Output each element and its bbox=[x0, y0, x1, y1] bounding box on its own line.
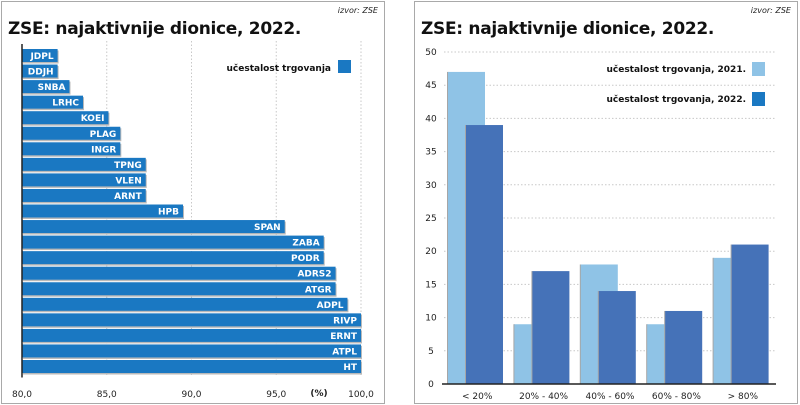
legend-swatch bbox=[338, 60, 351, 73]
bar-snba bbox=[22, 80, 70, 94]
bar-ddjh bbox=[22, 64, 58, 78]
x-axis-unit-label: (%) bbox=[310, 389, 327, 399]
x-tick-label: > 80% bbox=[728, 392, 759, 402]
bar-2022-cat-3 bbox=[665, 310, 703, 384]
x-tick-label: 60% - 80% bbox=[652, 392, 701, 402]
bar-podr bbox=[22, 251, 324, 265]
bar-ingr bbox=[22, 142, 121, 156]
right-column-chart: 0 5 10 15 20 25 30 35 40 45 50 < 20% 20% - 40% 40% - … bbox=[425, 48, 776, 402]
x-tick-label: < 20% bbox=[462, 392, 493, 402]
right-chart-source: izvor: ZSE bbox=[750, 6, 791, 15]
bar-vlen bbox=[22, 173, 146, 187]
bar-arnt bbox=[22, 188, 146, 202]
bar-label-snba: SNBA bbox=[38, 83, 66, 93]
bar-shadow bbox=[664, 310, 666, 384]
bar-shadow bbox=[730, 244, 733, 384]
bar-shadow bbox=[447, 71, 449, 385]
bar-zaba bbox=[22, 235, 324, 249]
bar-label-zaba: ZABA bbox=[292, 239, 319, 249]
bar-shadow bbox=[579, 264, 582, 384]
bar-label-ht: HT bbox=[343, 363, 358, 373]
bar-label-plag: PLAG bbox=[90, 130, 117, 140]
bar-label-ddjh: DDJH bbox=[28, 68, 54, 78]
left-chart-source: izvor: ZSE bbox=[337, 6, 378, 15]
bar-shadow bbox=[646, 324, 648, 384]
bar-label-hpb: HPB bbox=[158, 208, 179, 218]
left-chart-title: ZSE: najaktivnije dionice, 2022. bbox=[8, 19, 302, 39]
bar-label-atgr: ATGR bbox=[305, 285, 332, 295]
bar-2022-cat-1 bbox=[532, 271, 570, 384]
bar-label-atpl: ATPL bbox=[332, 347, 357, 357]
bar-label-podr: PODR bbox=[291, 254, 320, 264]
y-tick-label: 45 bbox=[425, 81, 436, 91]
bar-plag bbox=[22, 126, 121, 140]
bar-lrhc bbox=[22, 95, 84, 109]
legend-label: učestalost trgovanja, 2022. bbox=[606, 94, 746, 105]
bar-atgr bbox=[22, 282, 336, 296]
y-tick-label: 5 bbox=[428, 347, 434, 357]
x-tick-label: 80,0 bbox=[12, 390, 32, 400]
bar-label-adrs2: ADRS2 bbox=[297, 270, 331, 280]
x-tick-label: 85,0 bbox=[97, 390, 117, 400]
x-tick-label: 95,0 bbox=[266, 390, 286, 400]
legend-label: učestalost trgovanja bbox=[226, 63, 331, 74]
bar-label-rivp: RIVP bbox=[333, 316, 357, 326]
bar-label-span: SPAN bbox=[254, 223, 281, 233]
bar-ernt bbox=[22, 328, 361, 342]
right-chart-title: ZSE: najaktivnije dionice, 2022. bbox=[421, 19, 715, 39]
bar-label-tpng: TPNG bbox=[114, 161, 142, 171]
legend-swatch bbox=[752, 62, 765, 76]
bar-koei bbox=[22, 111, 109, 125]
y-tick-label: 25 bbox=[425, 214, 436, 224]
bar-jdpl bbox=[22, 49, 58, 62]
y-tick-label: 50 bbox=[425, 48, 437, 58]
bar-label-ingr: INGR bbox=[91, 145, 116, 155]
y-tick-label: 30 bbox=[425, 181, 437, 191]
bar-label-adpl: ADPL bbox=[317, 301, 344, 311]
bar-span bbox=[22, 220, 285, 234]
bar-label-koei: KOEI bbox=[81, 114, 105, 124]
y-tick-label: 0 bbox=[428, 380, 434, 390]
bar-2022-cat-0 bbox=[466, 125, 503, 384]
bar-atpl bbox=[22, 344, 361, 358]
bar-ht bbox=[22, 360, 361, 373]
bar-hpb bbox=[22, 204, 184, 218]
bar-label-arnt: ARNT bbox=[114, 192, 142, 202]
bar-label-jdpl: JDPL bbox=[29, 52, 53, 62]
bar-tpng bbox=[22, 157, 146, 171]
bar-adpl bbox=[22, 297, 348, 311]
bar-shadow bbox=[712, 257, 715, 384]
right-chart-panel: izvor: ZSE ZSE: najaktivnije dionice, 20… bbox=[414, 1, 798, 404]
bar-adrs2 bbox=[22, 266, 336, 280]
y-tick-label: 40 bbox=[425, 114, 437, 124]
y-tick-label: 10 bbox=[425, 314, 437, 324]
bar-2022-cat-2 bbox=[598, 291, 636, 384]
bar-2022-cat-4 bbox=[731, 244, 769, 384]
x-tick-label: 40% - 60% bbox=[586, 392, 635, 402]
y-tick-label: 35 bbox=[425, 148, 436, 158]
bar-label-lrhc: LRHC bbox=[52, 99, 79, 109]
legend-swatch bbox=[752, 92, 765, 106]
left-chart-panel: izvor: ZSE ZSE: najaktivnije dionice, 20… bbox=[1, 1, 385, 404]
y-tick-label: 20 bbox=[425, 247, 437, 257]
bar-label-ernt: ERNT bbox=[330, 332, 358, 342]
bar-rivp bbox=[22, 313, 361, 327]
bar-label-vlen: VLEN bbox=[115, 176, 141, 186]
bar-shadow bbox=[465, 125, 467, 384]
x-tick-label: 20% - 40% bbox=[519, 392, 568, 402]
bar-shadow bbox=[597, 291, 600, 384]
x-tick-label: 90,0 bbox=[181, 390, 201, 400]
legend-label: učestalost trgovanja, 2021. bbox=[606, 64, 746, 75]
bar-shadow bbox=[513, 324, 515, 384]
y-tick-label: 15 bbox=[425, 280, 436, 290]
bar-shadow bbox=[531, 271, 533, 384]
x-tick-label: 100,0 bbox=[348, 390, 374, 400]
